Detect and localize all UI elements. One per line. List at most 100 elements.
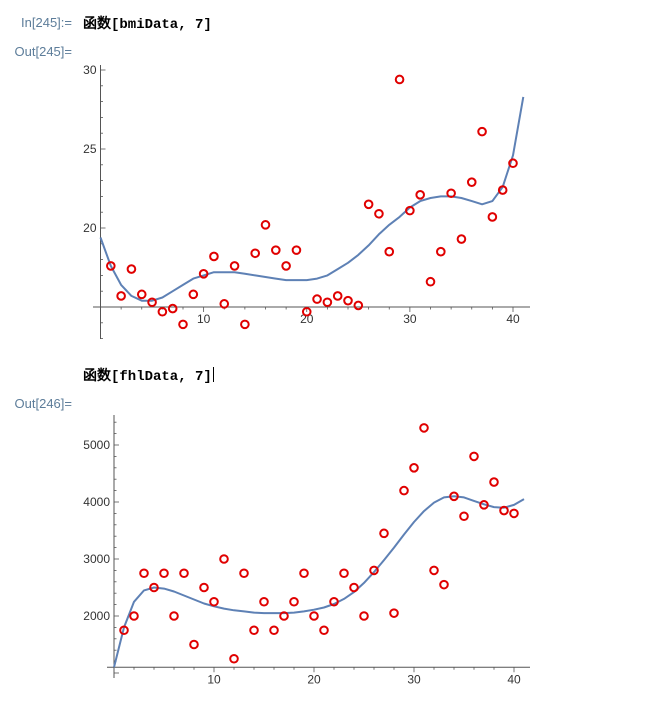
data-point — [399, 485, 409, 496]
data-point — [139, 568, 149, 579]
out-label-246: Out[246]= — [14, 396, 72, 411]
data-point — [209, 596, 219, 607]
data-point — [343, 295, 353, 306]
data-point — [322, 297, 333, 308]
data-point — [499, 505, 509, 516]
data-point — [497, 185, 508, 195]
data-point — [359, 611, 369, 621]
x-tick-label: 40 — [506, 312, 520, 326]
x-tick-label: 20 — [300, 312, 314, 326]
data-point — [147, 297, 157, 308]
data-point — [249, 625, 259, 636]
data-point — [119, 625, 129, 636]
data-point — [167, 303, 178, 314]
data-point — [329, 596, 339, 607]
x-tick-label: 40 — [507, 672, 521, 686]
x-tick-label: 10 — [197, 312, 211, 326]
data-point — [369, 565, 379, 576]
data-point — [169, 611, 179, 621]
data-point — [289, 596, 299, 607]
data-point — [353, 300, 364, 311]
data-point — [419, 423, 429, 433]
data-point — [199, 582, 209, 593]
out-label-245: Out[245]= — [14, 44, 72, 59]
data-point — [477, 126, 487, 137]
data-point — [271, 245, 281, 255]
y-tick-label: 30 — [83, 63, 97, 77]
data-point — [466, 177, 477, 187]
y-tick-label: 2000 — [83, 609, 110, 623]
data-point — [219, 554, 229, 564]
data-point — [469, 451, 479, 462]
in-label-245: In[245]:= — [21, 15, 72, 30]
data-point — [157, 306, 168, 317]
data-point — [349, 582, 359, 593]
data-point — [415, 190, 425, 200]
data-point — [479, 500, 489, 510]
data-point — [363, 199, 374, 210]
y-tick-label: 25 — [83, 142, 97, 156]
data-point — [126, 264, 137, 274]
data-point — [439, 579, 449, 590]
data-point — [159, 568, 169, 579]
y-tick-label: 20 — [83, 221, 97, 235]
data-point — [198, 269, 209, 279]
data-point — [116, 291, 126, 301]
x-tick-label: 10 — [207, 672, 221, 686]
data-point — [178, 319, 188, 330]
data-point — [489, 477, 499, 487]
data-point — [394, 74, 405, 85]
data-point — [259, 596, 269, 607]
data-point — [409, 463, 419, 473]
data-point — [425, 276, 436, 287]
data-point — [374, 208, 384, 219]
data-point — [384, 246, 395, 257]
data-point — [279, 611, 289, 621]
data-point — [405, 205, 415, 216]
data-point — [209, 251, 219, 262]
x-tick-label: 20 — [307, 672, 321, 686]
data-point — [188, 289, 199, 300]
data-point — [301, 306, 312, 317]
fit-curve — [113, 495, 525, 668]
data-point — [239, 568, 249, 579]
data-point — [229, 261, 240, 271]
data-point — [449, 491, 459, 502]
data-point — [509, 508, 519, 519]
input-cell-246[interactable]: 函数[fhlData, 7] — [83, 365, 214, 385]
data-point — [260, 220, 271, 230]
input-text-246: 函数[fhlData, 7] — [83, 369, 212, 385]
data-point — [189, 639, 199, 650]
data-point — [446, 188, 456, 199]
y-tick-label: 3000 — [83, 552, 110, 566]
data-point — [219, 299, 230, 309]
data-point — [319, 625, 329, 636]
data-point — [129, 611, 139, 621]
data-point — [291, 245, 302, 255]
data-point — [299, 568, 309, 579]
data-point — [459, 511, 469, 522]
y-tick-label: 5000 — [83, 438, 110, 452]
data-point — [229, 653, 239, 664]
data-point — [429, 565, 439, 576]
data-point — [508, 158, 518, 169]
data-point — [309, 611, 319, 621]
data-point — [332, 291, 343, 301]
data-point — [269, 625, 279, 636]
data-point — [179, 568, 189, 579]
data-point — [136, 289, 147, 300]
data-point — [281, 261, 291, 271]
data-point — [436, 246, 446, 257]
data-point — [487, 212, 498, 222]
input-cell-245[interactable]: 函数[bmiData, 7] — [83, 17, 212, 33]
data-point — [379, 528, 389, 539]
x-tick-label: 30 — [407, 672, 421, 686]
data-point — [149, 582, 159, 593]
data-point — [339, 568, 349, 579]
data-point — [389, 608, 399, 618]
data-point — [456, 234, 467, 244]
data-point — [240, 319, 250, 330]
data-point — [106, 261, 116, 271]
